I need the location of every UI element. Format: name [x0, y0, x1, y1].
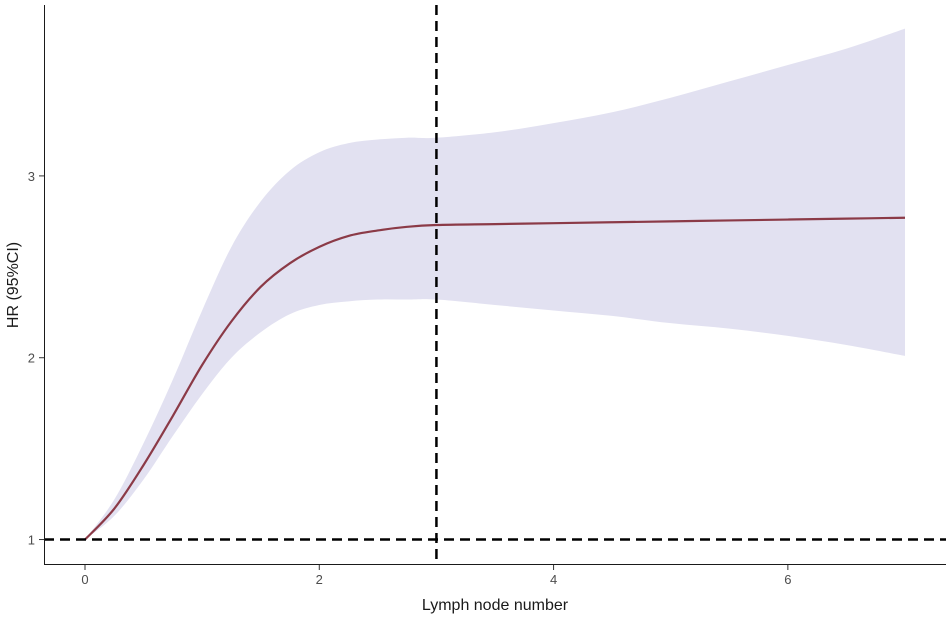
y-tick-label-3: 3 — [28, 169, 35, 184]
x-tick-label-4: 4 — [550, 572, 557, 587]
x-tick-label-6: 6 — [784, 572, 791, 587]
y-axis-title: HR (95%CI) — [5, 242, 22, 328]
hr-curve-line-0 — [84, 216, 906, 541]
confidence-band-0 — [85, 28, 905, 540]
x-axis-title: Lymph node number — [422, 597, 569, 614]
x-tick-label-2: 2 — [316, 572, 323, 587]
y-tick-label-2: 2 — [28, 351, 35, 366]
x-tick-label-0: 0 — [81, 572, 88, 587]
y-tick-label-1: 1 — [28, 533, 35, 548]
